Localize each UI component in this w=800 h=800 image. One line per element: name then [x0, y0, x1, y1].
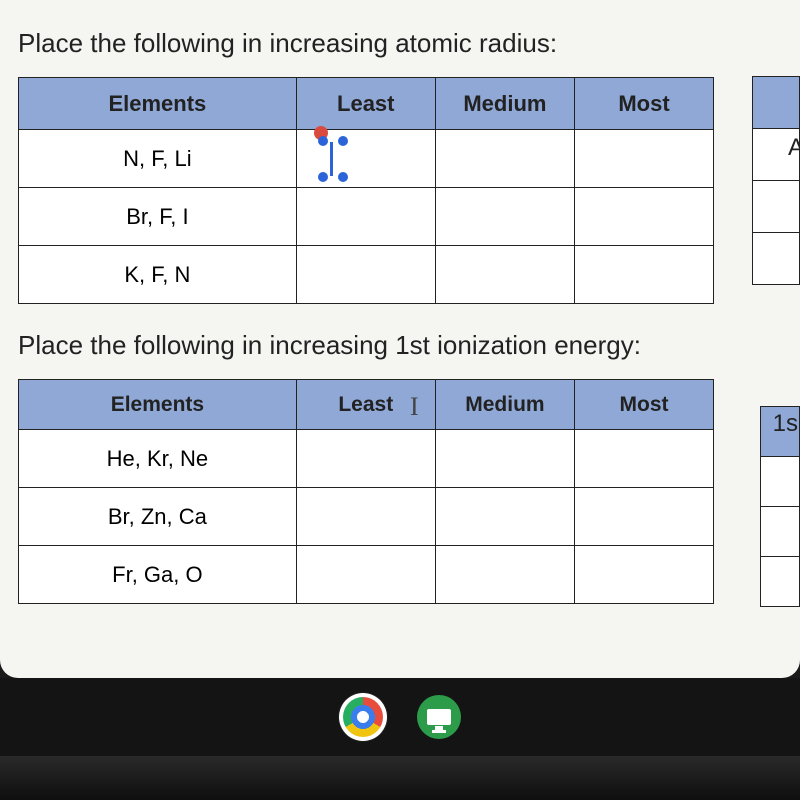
- cell-least[interactable]: [296, 188, 435, 246]
- document-area: Place the following in increasing atomic…: [0, 0, 800, 678]
- table-header-row: Elements Least Medium Most: [19, 380, 714, 430]
- text-cursor-icon: I: [410, 392, 419, 422]
- frag-cell: [753, 181, 800, 233]
- table-row: Br, Zn, Ca: [19, 488, 714, 546]
- cell-least[interactable]: [296, 546, 435, 604]
- instruction-ionization-energy: Place the following in increasing 1st io…: [18, 330, 800, 361]
- frag2-label: 1s: [773, 410, 798, 438]
- header-medium: Medium: [435, 380, 574, 430]
- monitor-icon: [427, 709, 451, 725]
- cell-elements: Br, Zn, Ca: [19, 488, 297, 546]
- taskbar: [0, 678, 800, 756]
- cell-elements: He, Kr, Ne: [19, 430, 297, 488]
- cell-least[interactable]: [296, 246, 435, 304]
- cell-medium[interactable]: [435, 546, 574, 604]
- cell-medium[interactable]: [435, 430, 574, 488]
- frag1-label: A: [788, 134, 800, 162]
- cell-medium[interactable]: [435, 130, 574, 188]
- cell-most[interactable]: [575, 430, 714, 488]
- frag-cell: [761, 557, 800, 607]
- cell-elements: Fr, Ga, O: [19, 546, 297, 604]
- cell-most[interactable]: [575, 488, 714, 546]
- screenshare-icon[interactable]: [417, 695, 461, 739]
- cell-least[interactable]: [296, 488, 435, 546]
- header-most: Most: [575, 78, 714, 130]
- frag-header: [753, 77, 800, 129]
- chrome-icon[interactable]: [339, 693, 387, 741]
- cell-most[interactable]: [575, 246, 714, 304]
- header-most: Most: [575, 380, 714, 430]
- table-ionization-energy: Elements Least Medium Most He, Kr, Ne Br…: [18, 379, 714, 604]
- right-table-fragment-1: [752, 76, 800, 285]
- table-row: K, F, N: [19, 246, 714, 304]
- table-row: Br, F, I: [19, 188, 714, 246]
- instruction-atomic-radius: Place the following in increasing atomic…: [18, 28, 800, 59]
- cell-least[interactable]: [296, 430, 435, 488]
- cell-most[interactable]: [575, 546, 714, 604]
- frag-cell: [761, 507, 800, 557]
- cell-elements: K, F, N: [19, 246, 297, 304]
- cell-most[interactable]: [575, 130, 714, 188]
- header-elements: Elements: [19, 78, 297, 130]
- header-elements: Elements: [19, 380, 297, 430]
- chrome-logo-icon: [343, 697, 383, 737]
- table-atomic-radius: Elements Least Medium Most N, F, Li Br, …: [18, 77, 714, 304]
- cell-least[interactable]: [296, 130, 435, 188]
- frag-cell: [761, 457, 800, 507]
- cell-elements: Br, F, I: [19, 188, 297, 246]
- cell-medium[interactable]: [435, 188, 574, 246]
- table-row: N, F, Li: [19, 130, 714, 188]
- cell-medium[interactable]: [435, 488, 574, 546]
- laptop-bezel: [0, 756, 800, 800]
- table-header-row: Elements Least Medium Most: [19, 78, 714, 130]
- header-medium: Medium: [435, 78, 574, 130]
- cell-most[interactable]: [575, 188, 714, 246]
- table-row: He, Kr, Ne: [19, 430, 714, 488]
- cell-elements: N, F, Li: [19, 130, 297, 188]
- table-row: Fr, Ga, O: [19, 546, 714, 604]
- cell-medium[interactable]: [435, 246, 574, 304]
- header-least: Least: [296, 78, 435, 130]
- frag-cell: [753, 233, 800, 285]
